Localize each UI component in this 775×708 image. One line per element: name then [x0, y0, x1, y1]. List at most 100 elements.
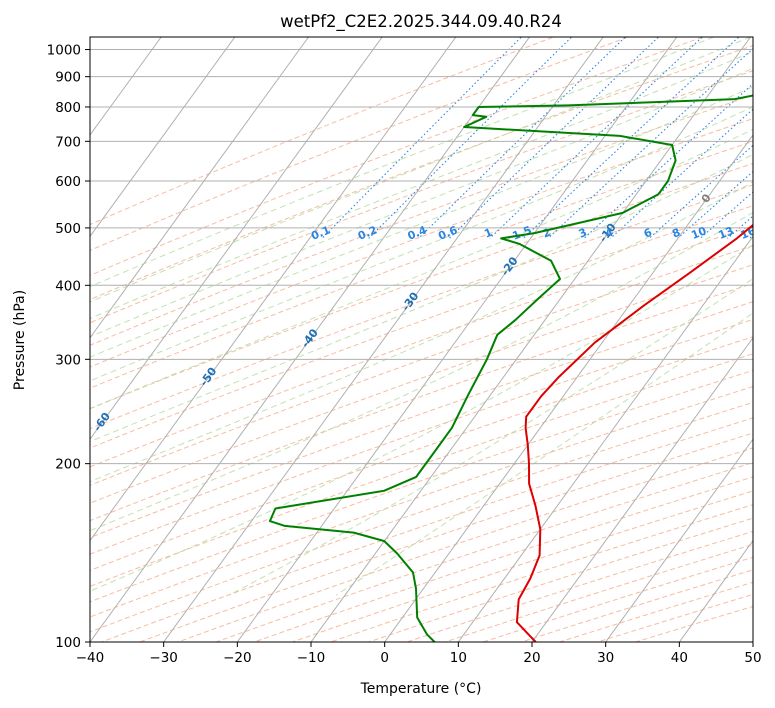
x-tick-label: 20 — [523, 650, 540, 666]
dewpoint-line — [268, 94, 753, 642]
isotherm-line — [163, 37, 604, 642]
isotherm-line — [457, 235, 753, 642]
mixing-ratio-label: 0.4 — [406, 223, 429, 242]
dry-adiabat — [330, 504, 753, 642]
mixing-ratio-line — [418, 37, 627, 239]
dry-adiabat — [90, 282, 753, 522]
profile-series — [268, 94, 753, 642]
mixing-ratio-line — [522, 37, 740, 239]
isotherm-label: 0 — [699, 191, 714, 205]
moist-adiabat — [90, 67, 753, 338]
dry-adiabat — [559, 581, 753, 642]
isotherm-line — [90, 37, 309, 339]
dry-adiabat — [444, 543, 753, 642]
y-tick-label: 1000 — [47, 43, 81, 59]
dry-adiabat — [90, 205, 753, 449]
mixing-ratio-line — [583, 82, 753, 239]
moist-adiabats — [90, 37, 753, 596]
mixing-ratio-line — [368, 37, 573, 239]
isotherm-line — [90, 37, 236, 238]
mixing-ratio-label: 0.2 — [356, 223, 379, 242]
y-tick-label: 200 — [55, 457, 81, 473]
y-tick-label: 300 — [55, 352, 81, 368]
y-tick-label: 600 — [55, 174, 81, 190]
mixing-ratio-label: 1 — [482, 226, 494, 241]
dry-adiabat — [90, 140, 753, 389]
dry-adiabat — [254, 476, 753, 642]
dry-adiabat — [90, 336, 753, 571]
y-axis-title: Pressure (hPa) — [12, 290, 28, 390]
y-tick-label: 800 — [55, 100, 81, 116]
isotherm-label: -20 — [498, 254, 520, 278]
isotherm-line — [384, 134, 753, 642]
line-labels: -100-90-80-70-60-50-40-30-20-10010203040… — [91, 191, 775, 434]
chart-title: wetPf2_C2E2.2025.344.09.40.R24 — [280, 12, 562, 32]
dry-adiabat — [90, 318, 753, 555]
dry-adiabat — [90, 301, 753, 539]
y-tick-label: 700 — [55, 134, 81, 150]
mixing-ratio-label: 2 — [541, 226, 553, 241]
dry-adiabat — [90, 225, 753, 468]
isotherm-grid — [90, 37, 753, 642]
dry-adiabat — [90, 245, 753, 486]
y-axis-ticks: 100 200 300 400 500 600 700 800 900 1000 — [47, 43, 90, 651]
dry-adiabat — [90, 94, 753, 346]
y-tick-label: 900 — [55, 70, 81, 86]
isotherm-line — [90, 37, 530, 642]
dry-adiabat — [101, 417, 753, 642]
mixing-ratio-label: 13 — [717, 224, 736, 242]
mixing-ratio-label: 16 — [739, 224, 758, 242]
moist-adiabat — [90, 37, 714, 288]
moist-adiabat — [90, 211, 753, 532]
plot-frame — [89, 36, 754, 643]
dry-adiabat — [90, 369, 753, 603]
mixing-ratio-label: 3 — [577, 226, 589, 241]
isotherm-label: -40 — [299, 326, 321, 350]
moist-adiabat — [90, 37, 751, 303]
isotherm-line — [90, 37, 383, 441]
dry-adiabat — [292, 490, 753, 642]
isotherm-line — [531, 336, 753, 642]
mixing-ratio-line — [547, 47, 753, 239]
mixing-ratio-line — [321, 37, 523, 239]
x-tick-label: −10 — [297, 650, 326, 666]
moist-adiabat — [90, 51, 753, 320]
moist-adiabat — [90, 128, 753, 410]
mixing-ratio-label: 10 — [689, 224, 708, 242]
dry-adiabat — [635, 605, 753, 642]
dry-adiabat — [90, 45, 753, 301]
x-tick-label: −20 — [223, 650, 252, 666]
dry-adiabat — [90, 353, 753, 587]
x-axis-ticks: −40 −30 −20 −10 0 10 20 30 40 50 — [76, 642, 762, 666]
x-tick-label: 40 — [671, 650, 688, 666]
moist-adiabat — [228, 278, 753, 596]
isotherm-line — [236, 37, 678, 642]
isotherm-label: -30 — [399, 289, 421, 313]
moist-adiabat — [90, 181, 753, 483]
dry-adiabats — [90, 37, 753, 642]
isotherm-line — [310, 37, 751, 642]
y-tick-label: 500 — [55, 221, 81, 237]
mixing-ratio-line — [648, 144, 753, 239]
x-axis-title: Temperature (°C) — [360, 681, 482, 697]
mixing-ratio-line — [489, 37, 704, 239]
dry-adiabat — [90, 184, 753, 430]
mixing-ratio-label: 20 — [763, 224, 775, 242]
dry-adiabat — [90, 37, 556, 226]
y-tick-label: 400 — [55, 278, 81, 294]
x-tick-label: −40 — [76, 650, 105, 666]
dry-adiabat — [90, 162, 753, 410]
x-tick-label: 30 — [597, 650, 614, 666]
x-tick-label: 0 — [380, 650, 389, 666]
y-tick-label: 100 — [55, 635, 81, 651]
isotherm-label: -50 — [197, 365, 219, 389]
x-tick-label: 50 — [744, 650, 761, 666]
moist-adiabat — [90, 153, 753, 443]
isobar-grid — [90, 49, 753, 642]
dry-adiabat — [90, 118, 753, 368]
isotherm-line — [90, 37, 457, 542]
x-tick-label: −30 — [149, 650, 178, 666]
dry-adiabat — [90, 264, 753, 504]
dry-adiabat — [90, 70, 753, 324]
